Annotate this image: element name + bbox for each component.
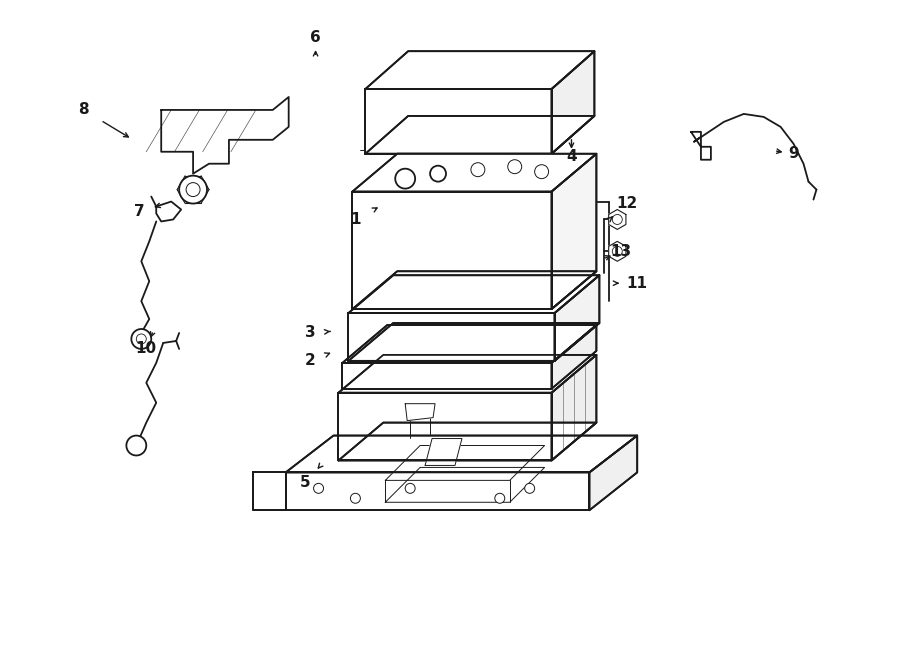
Polygon shape — [365, 89, 552, 154]
Text: 12: 12 — [616, 196, 638, 211]
Circle shape — [131, 329, 151, 349]
Circle shape — [186, 182, 200, 196]
Polygon shape — [365, 116, 594, 154]
Circle shape — [508, 160, 522, 174]
Polygon shape — [253, 473, 285, 510]
Polygon shape — [475, 154, 510, 159]
Polygon shape — [608, 241, 626, 261]
Text: 6: 6 — [310, 30, 321, 45]
Text: 7: 7 — [134, 204, 145, 219]
Text: 8: 8 — [78, 102, 89, 118]
Circle shape — [126, 436, 147, 455]
Text: 4: 4 — [566, 149, 577, 164]
Polygon shape — [338, 393, 552, 461]
Polygon shape — [552, 51, 594, 154]
Text: 10: 10 — [136, 342, 157, 356]
Text: 11: 11 — [626, 276, 648, 291]
Text: 1: 1 — [350, 212, 361, 227]
Polygon shape — [552, 154, 597, 309]
Circle shape — [612, 214, 622, 225]
Text: 13: 13 — [611, 244, 632, 259]
Polygon shape — [385, 446, 544, 481]
Polygon shape — [420, 178, 456, 184]
Polygon shape — [161, 97, 289, 174]
Polygon shape — [385, 467, 544, 502]
Circle shape — [525, 483, 535, 493]
Circle shape — [495, 493, 505, 503]
Polygon shape — [157, 202, 181, 221]
Polygon shape — [348, 323, 599, 361]
Polygon shape — [343, 363, 552, 389]
Circle shape — [313, 483, 323, 493]
Polygon shape — [552, 325, 597, 389]
Circle shape — [395, 169, 415, 188]
Polygon shape — [425, 438, 462, 465]
Circle shape — [471, 163, 485, 176]
Text: 3: 3 — [305, 325, 316, 340]
Polygon shape — [608, 210, 626, 229]
Polygon shape — [353, 192, 552, 309]
Text: 5: 5 — [301, 475, 310, 490]
Polygon shape — [348, 275, 599, 313]
Polygon shape — [590, 436, 637, 510]
Polygon shape — [285, 436, 637, 473]
Text: 2: 2 — [305, 354, 316, 368]
Polygon shape — [475, 178, 510, 184]
Circle shape — [136, 334, 147, 344]
Polygon shape — [348, 313, 554, 361]
Text: 9: 9 — [788, 146, 799, 161]
Polygon shape — [285, 473, 590, 510]
Polygon shape — [365, 51, 594, 89]
Polygon shape — [552, 355, 597, 461]
Polygon shape — [420, 154, 456, 159]
Circle shape — [179, 176, 207, 204]
Circle shape — [405, 483, 415, 493]
Polygon shape — [691, 132, 711, 160]
Polygon shape — [353, 154, 597, 192]
Polygon shape — [338, 355, 597, 393]
Circle shape — [350, 493, 360, 503]
Polygon shape — [338, 422, 597, 461]
Polygon shape — [405, 404, 435, 420]
Circle shape — [535, 165, 549, 178]
Circle shape — [430, 166, 446, 182]
Polygon shape — [554, 275, 599, 361]
Circle shape — [612, 247, 622, 256]
Polygon shape — [343, 325, 597, 363]
Polygon shape — [353, 271, 597, 309]
